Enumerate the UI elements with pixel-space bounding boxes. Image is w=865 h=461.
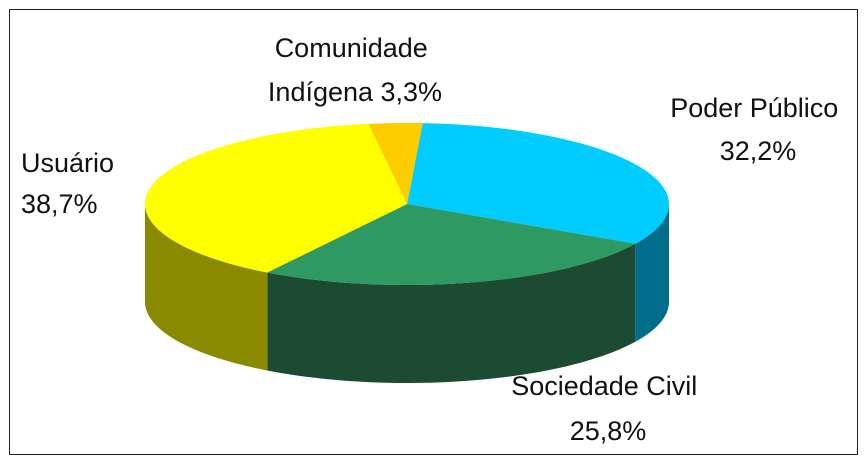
pie-slice-usuario (145, 123, 407, 273)
label-sociedade-civil: Sociedade Civil 25,8% (511, 371, 705, 446)
label-usuario: Usuário 38,7% (21, 148, 122, 219)
pie-side-sociedade-civil (267, 243, 636, 383)
pie-side-poder-publico (635, 204, 669, 342)
pie-slice-sociedade-civil (267, 204, 636, 285)
pie-slice-poder-publico (407, 123, 669, 244)
label-poder-publico: Poder Público 32,2% (670, 93, 846, 166)
pie-slice-comunidade-indigena (368, 123, 423, 204)
label-comunidade-indigena: Comunidade Indígena 3,3% (268, 33, 442, 107)
pie-side-usuario (145, 204, 268, 371)
